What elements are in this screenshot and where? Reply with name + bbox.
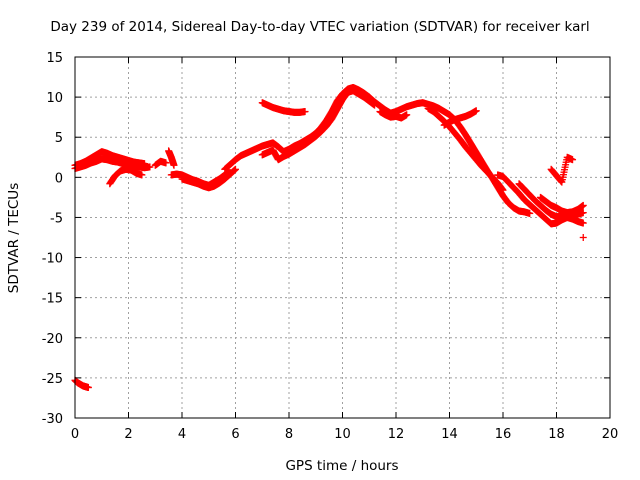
y-tick-label: 15 (46, 51, 63, 66)
x-tick-label: 6 (231, 427, 239, 442)
data-point (526, 209, 534, 217)
x-tick-label: 0 (71, 427, 79, 442)
y-tick-label: -20 (42, 332, 63, 347)
x-tick-label: 20 (602, 427, 619, 442)
data-point (579, 234, 587, 241)
y-tick-label: -25 (42, 372, 63, 387)
data-point (499, 186, 507, 194)
x-tick-label: 2 (124, 427, 132, 442)
y-axis-label: SDTVAR / TECUs (6, 183, 22, 293)
data-points (71, 83, 587, 392)
y-tick-label: 10 (46, 91, 63, 106)
data-point (138, 171, 146, 179)
data-point (472, 107, 480, 115)
x-axis-ticks: 0 2 4 6 8 10 12 14 16 18 20 (71, 57, 618, 442)
y-tick-label: 0 (55, 171, 63, 186)
data-point (403, 111, 411, 119)
data-point (146, 163, 154, 171)
x-tick-label: 16 (495, 427, 512, 442)
data-point (301, 108, 309, 116)
y-tick-label: -30 (42, 412, 63, 427)
x-axis-label: GPS time / hours (285, 458, 398, 474)
chart-title: Day 239 of 2014, Sidereal Day-to-day VTE… (50, 19, 589, 35)
x-tick-label: 14 (441, 427, 458, 442)
data-point (162, 159, 170, 167)
y-tick-label: -10 (42, 252, 63, 267)
y-tick-label: 5 (55, 131, 63, 146)
y-tick-label: -15 (42, 292, 63, 307)
data-point (232, 165, 239, 173)
data-point (569, 156, 577, 164)
x-tick-label: 8 (285, 427, 293, 442)
data-point (579, 209, 587, 217)
data-point (579, 201, 587, 209)
data-point (84, 384, 92, 392)
y-axis-ticks: 15 10 5 0 -5 -10 -15 -20 -25 -30 (42, 51, 610, 427)
x-tick-label: 12 (388, 427, 405, 442)
data-point (579, 219, 587, 227)
x-tick-label: 10 (334, 427, 351, 442)
x-tick-label: 18 (548, 427, 565, 442)
x-tick-label: 4 (178, 427, 186, 442)
grid (75, 57, 610, 418)
y-tick-label: -5 (50, 211, 63, 226)
data-point (170, 161, 178, 169)
